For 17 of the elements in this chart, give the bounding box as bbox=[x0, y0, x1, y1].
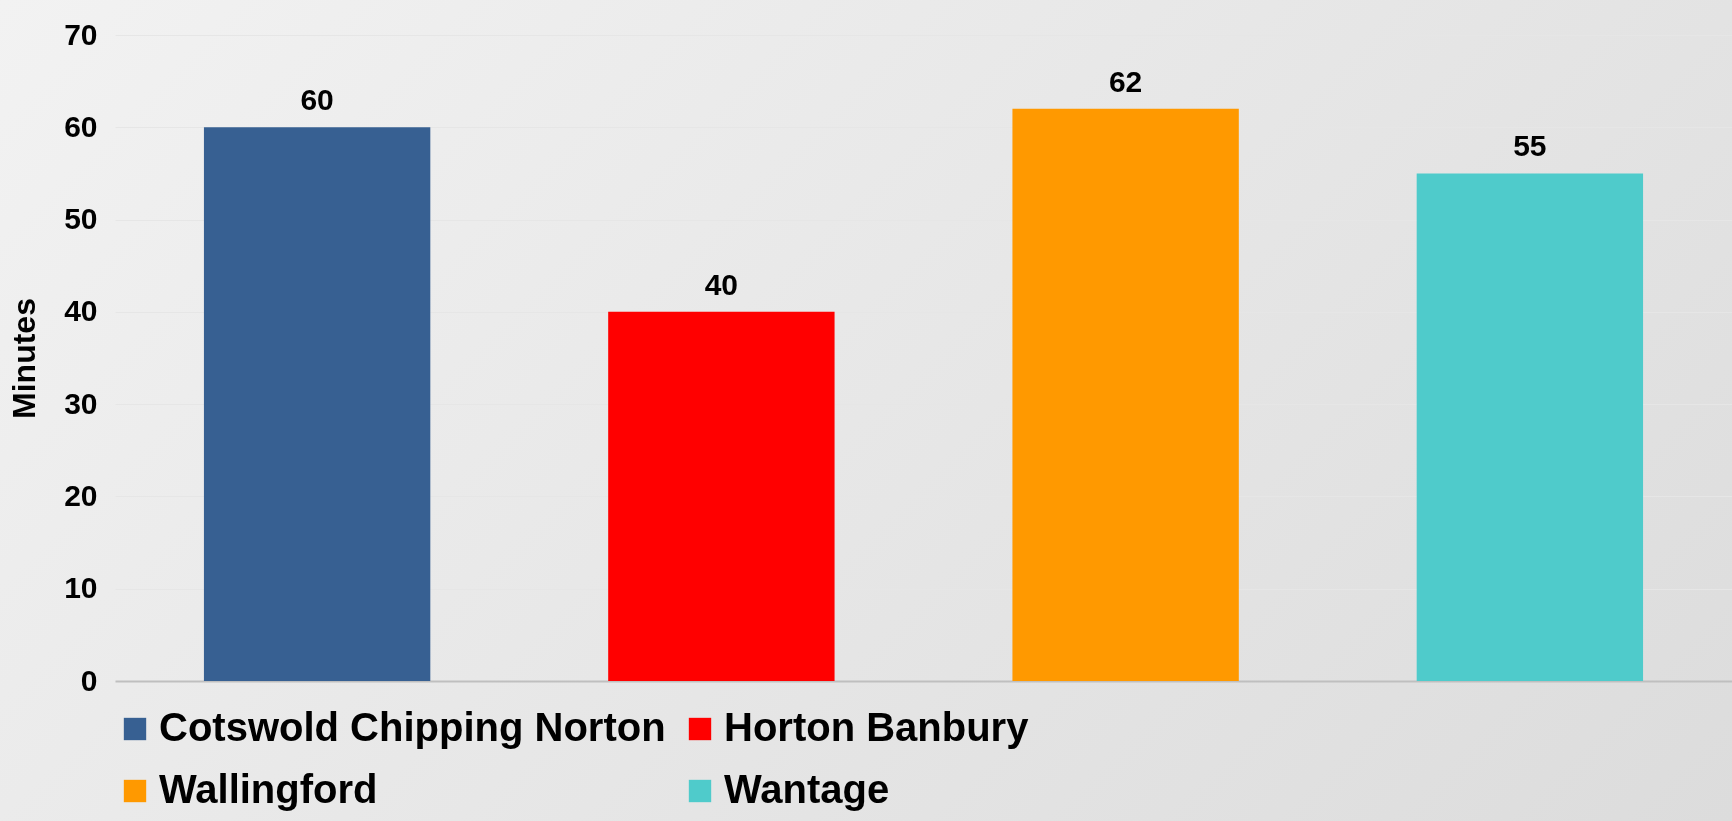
data-label: 60 bbox=[300, 83, 334, 117]
y-tick-label: 60 bbox=[64, 109, 98, 143]
legend-label: Horton Banbury bbox=[724, 705, 1030, 749]
legend-label: Cotswold Chipping Norton bbox=[159, 705, 666, 749]
y-tick-label: 30 bbox=[64, 386, 98, 420]
y-tick-label: 20 bbox=[64, 478, 98, 512]
legend-label: Wantage bbox=[724, 767, 890, 811]
data-label: 62 bbox=[1108, 64, 1143, 98]
y-tick-label: 40 bbox=[64, 294, 98, 328]
data-label: 55 bbox=[1513, 129, 1547, 163]
y-tick-label: 70 bbox=[64, 17, 98, 51]
y-tick-label: 10 bbox=[64, 571, 98, 605]
data-label: 40 bbox=[704, 267, 739, 301]
legend-label: Wallingford bbox=[159, 767, 378, 811]
y-axis-title: Minutes bbox=[6, 298, 43, 419]
y-tick-label: 50 bbox=[64, 202, 98, 236]
y-tick-label: 0 bbox=[80, 663, 98, 697]
